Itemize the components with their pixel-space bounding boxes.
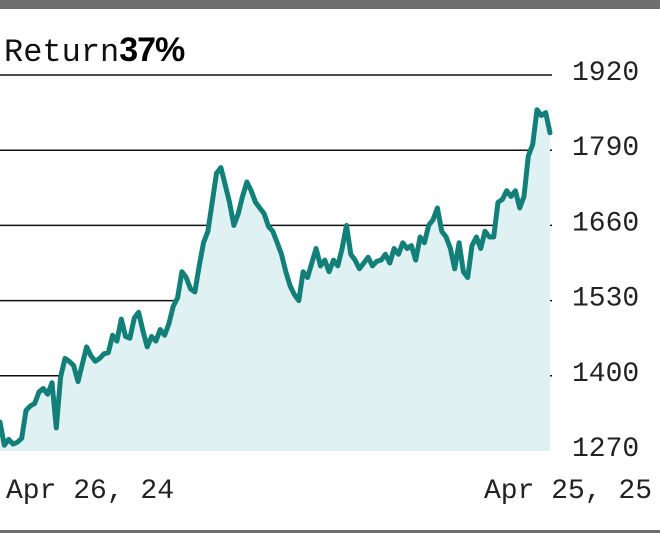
y-tick-label-1270: 1270 bbox=[572, 434, 639, 465]
y-tick-label-1920: 1920 bbox=[572, 58, 639, 89]
return-value: 37% bbox=[119, 31, 185, 69]
y-axis-ticks: 1920 1790 1660 1530 1400 1270 bbox=[572, 58, 639, 465]
return-label: Return bbox=[4, 34, 120, 71]
x-tick-label-start: Apr 26, 24 bbox=[6, 476, 174, 507]
y-tick-label-1530: 1530 bbox=[572, 284, 639, 315]
series-line bbox=[0, 107, 553, 448]
frame-top-border bbox=[0, 0, 660, 9]
frame-bottom-border bbox=[0, 530, 660, 533]
series-area-fill bbox=[0, 109, 550, 451]
chart-title: Return37% bbox=[4, 30, 185, 77]
y-tick-label-1790: 1790 bbox=[572, 133, 639, 164]
x-tick-label-end: Apr 25, 25 bbox=[484, 476, 652, 507]
y-tick-label-1660: 1660 bbox=[572, 208, 639, 239]
y-tick-label-1400: 1400 bbox=[572, 359, 639, 390]
